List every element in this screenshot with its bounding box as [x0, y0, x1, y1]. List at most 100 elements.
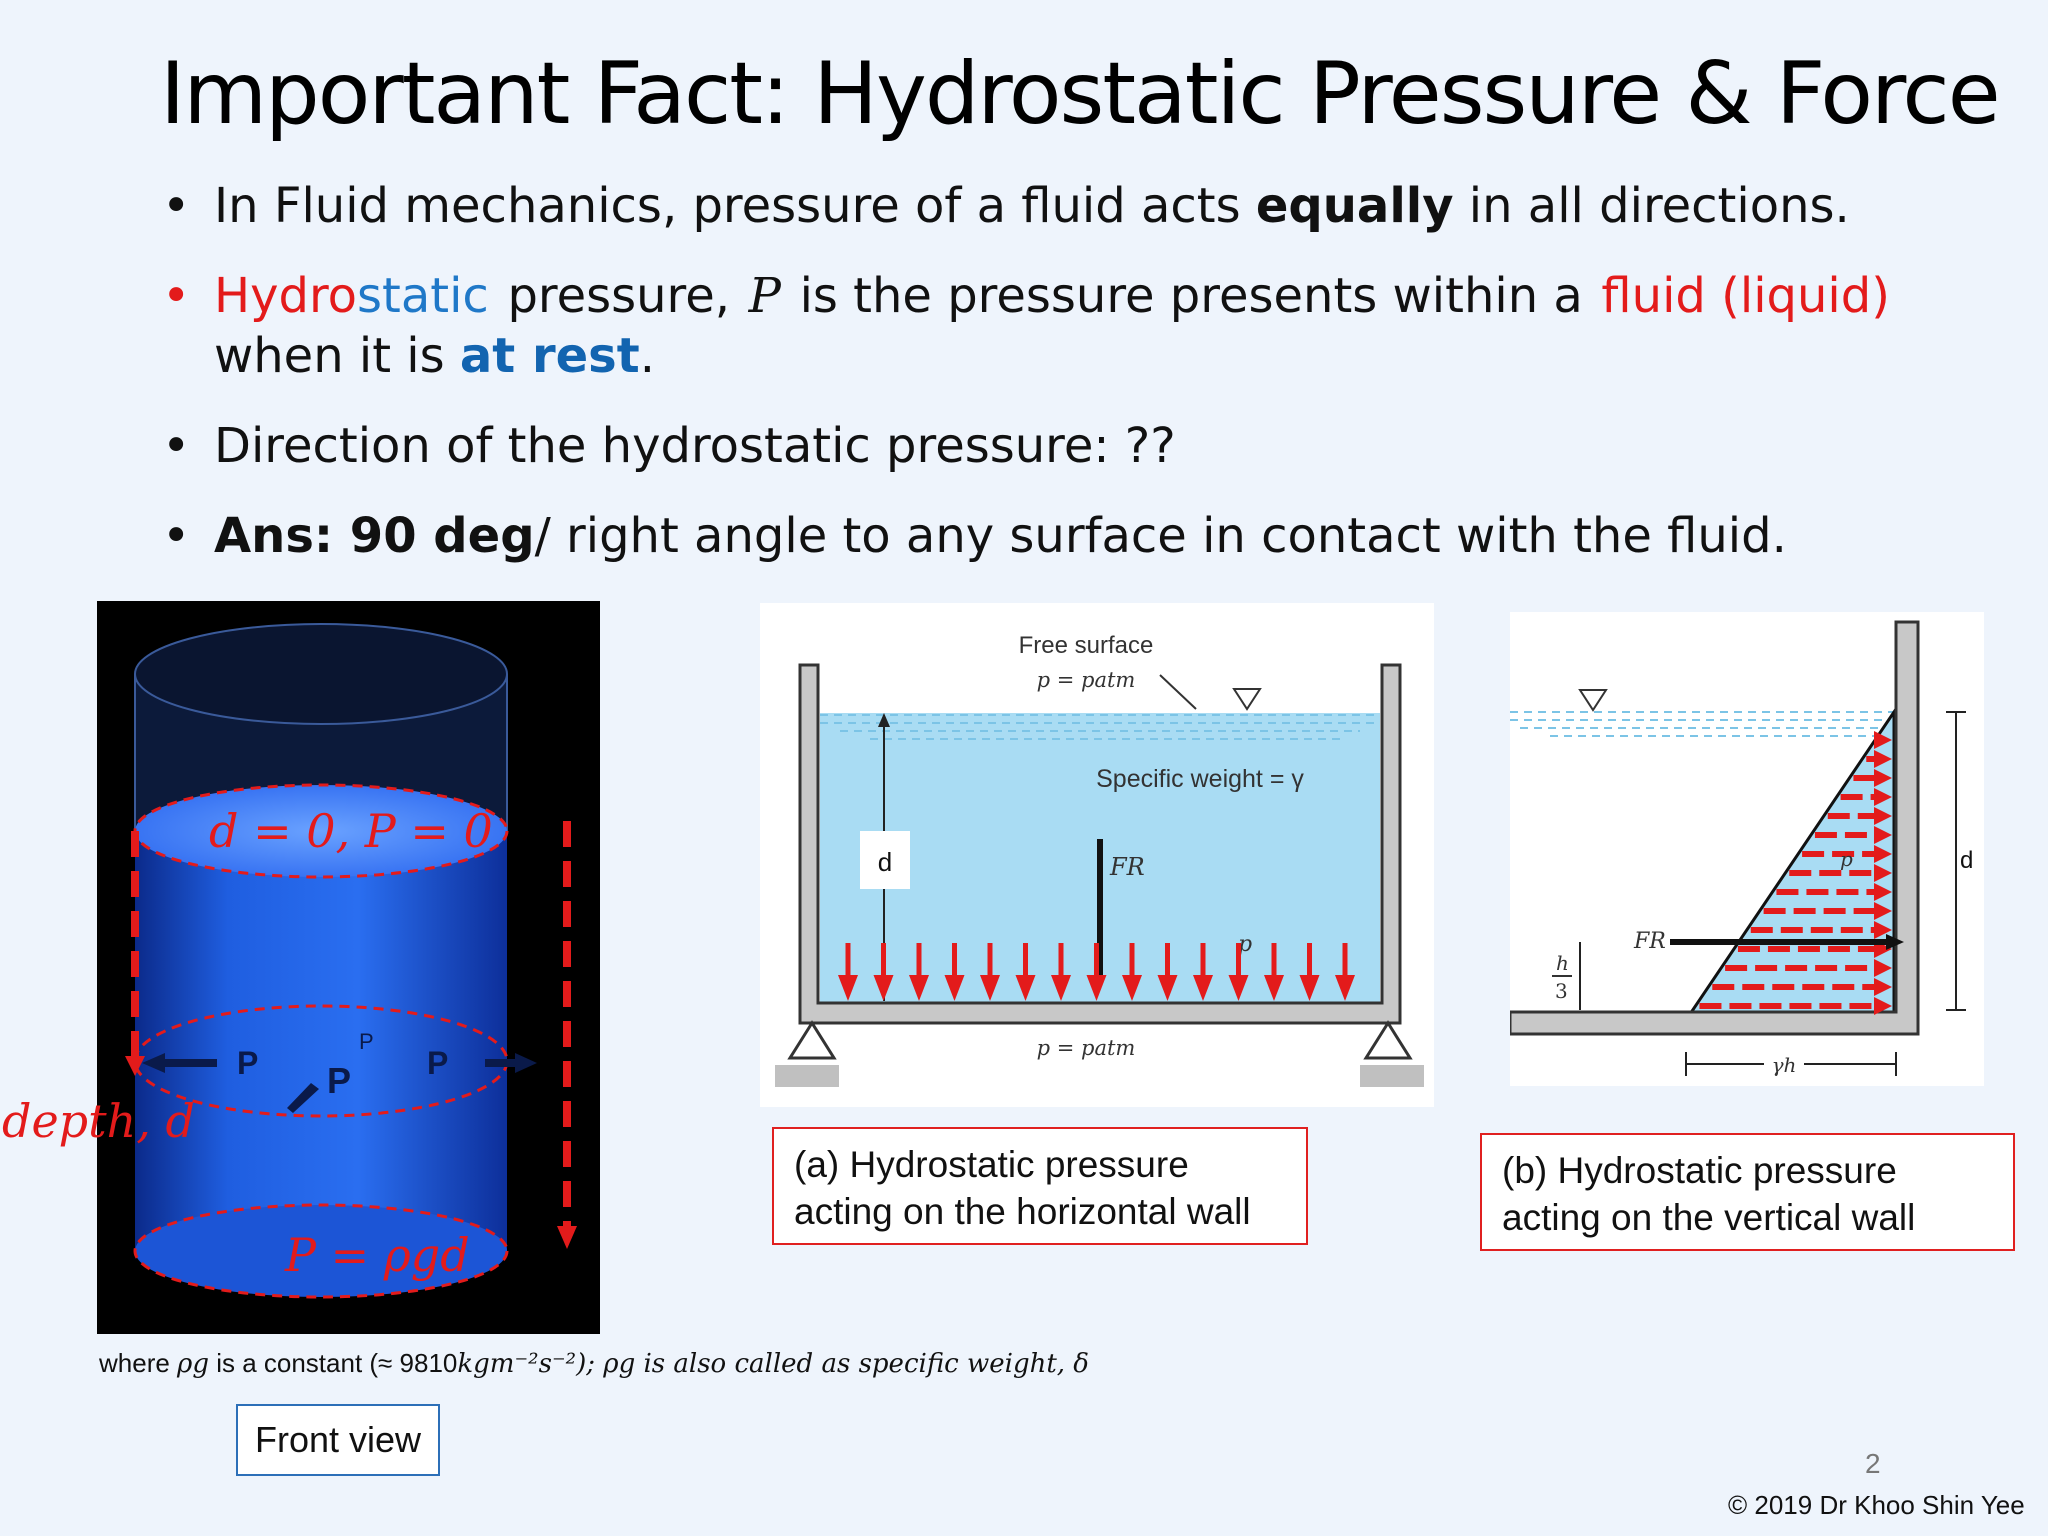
d-label: d — [878, 847, 892, 877]
panel-b-svg: FR p d h 3 γh — [1508, 620, 1973, 1077]
copyright: © 2019 Dr Khoo Shin Yee — [1728, 1490, 2025, 1520]
pressure-arrow — [1193, 943, 1213, 1001]
front-view-label: Front view — [236, 1404, 440, 1476]
bullet-2-symbol-p: P — [748, 268, 781, 324]
pressure-distribution — [1683, 707, 1896, 1022]
liquid-bottom — [135, 1205, 507, 1297]
surface-triangle — [1578, 689, 1608, 712]
pressure-arrow — [1264, 943, 1284, 1001]
pressure-arrows-vertical — [1699, 731, 1892, 1015]
where-note-units: kgm⁻²s⁻² — [457, 1349, 577, 1379]
bullet-3: • Direction of the hydrostatic pressure:… — [160, 416, 1890, 476]
d-label-box — [860, 831, 910, 889]
depth-arrowhead-left — [125, 1056, 145, 1076]
p-label: p — [1840, 847, 1853, 871]
pressure-label-left: P — [237, 1045, 258, 1081]
pressure-arrow — [1814, 826, 1892, 844]
bullet-3-text: Direction of the hydrostatic pressure: ?… — [214, 418, 1176, 474]
bullet-1-text-post: in all directions. — [1453, 178, 1850, 234]
gamma-h-bg — [1764, 1052, 1804, 1076]
free-surface-label: Free surface — [1019, 632, 1154, 659]
bottom-label: P = ρgd — [284, 1228, 470, 1282]
gamma-h-label: γh — [1772, 1053, 1797, 1077]
bullet-marker: • — [162, 418, 191, 474]
tank-walls — [798, 663, 1402, 1025]
bullet-2-fluid: fluid (liquid) — [1601, 268, 1890, 324]
bullet-4-bold: Ans: 90 deg — [214, 508, 535, 564]
fr-label: FR — [1109, 853, 1145, 881]
depth-arrowhead-right — [557, 1226, 577, 1249]
bullet-1-bold: equally — [1255, 178, 1454, 234]
pressure-arrows-horizontal — [838, 943, 1355, 1001]
bullet-2-mid: is the pressure presents within a — [799, 268, 1583, 324]
pressure-arrow — [1228, 943, 1249, 1001]
pressure-arrow-diagonal — [287, 1083, 319, 1113]
pressure-arrow — [1299, 943, 1320, 1001]
depth-dimension-arrow — [878, 713, 890, 727]
liquid-surface — [135, 785, 507, 877]
panel-vertical-wall: FR p d h 3 γh — [1508, 612, 1984, 1086]
p-atm-bottom-label: p = patm — [1037, 1036, 1136, 1060]
free-surface-pointer — [1159, 674, 1197, 710]
pressure-arrow — [1051, 943, 1071, 1001]
d-label: d — [1960, 847, 1973, 874]
slide-title: Important Fact: Hydrostatic Pressure & F… — [160, 44, 2001, 144]
water-surface-lines — [820, 714, 1380, 740]
panel-horizontal-wall: d Free surface p = patm Specific weight … — [760, 603, 1434, 1107]
pressure-arrow — [1750, 921, 1892, 939]
pressure-arrow — [1335, 943, 1355, 1001]
bullet-marker-red: • — [162, 268, 191, 324]
pressure-arrow — [1866, 750, 1892, 768]
cylinder-rim — [134, 623, 508, 725]
panel-a-svg: d Free surface p = patm Specific weight … — [775, 632, 1424, 1087]
pressure-arrow — [1725, 959, 1892, 977]
pressure-arrow — [838, 943, 858, 1001]
support-left — [787, 1020, 837, 1060]
caption-horizontal-wall: (a) Hydrostatic pressure acting on the h… — [772, 1127, 1308, 1245]
pressure-label-center: P — [327, 1060, 351, 1101]
pressure-arrow — [1699, 997, 1892, 1015]
bullet-2-pressure: pressure, — [507, 268, 731, 324]
bullet-2: • Hydrostatic pressure, P is the pressur… — [160, 266, 1890, 386]
pressure-arrow — [1853, 769, 1892, 787]
where-note-post: ); ρg is also called as specific weight,… — [576, 1349, 1089, 1379]
bullet-2-line2-pre: when it is — [214, 328, 460, 384]
where-note-rhog: ρg — [177, 1349, 209, 1379]
bullet-2-period: . — [639, 328, 655, 384]
bullet-1-text-pre: In Fluid mechanics, pressure of a fluid … — [214, 178, 1256, 234]
pressure-label-up: P — [359, 1029, 374, 1054]
p-label: p — [1238, 932, 1252, 957]
pressure-arrow — [1763, 902, 1892, 920]
bullet-1: • In Fluid mechanics, pressure of a flui… — [160, 176, 1890, 236]
pressure-arrow — [1776, 883, 1892, 901]
bullet-2-hydro: Hydro — [214, 268, 358, 324]
pressure-arrow — [1827, 807, 1892, 825]
page-number: 2 — [1865, 1448, 1881, 1479]
caption-b-line1: (b) Hydrostatic pressure — [1502, 1150, 1897, 1191]
h3-numerator: h — [1556, 951, 1569, 975]
support-right-base — [1360, 1065, 1424, 1087]
caption-a-line2: acting on the horizontal wall — [794, 1191, 1251, 1232]
pressure-arrow — [1874, 731, 1892, 749]
specific-weight-label: Specific weight = γ — [1096, 765, 1304, 793]
pressure-arrow — [1015, 943, 1036, 1001]
pressure-arrow — [944, 943, 965, 1001]
h3-denominator: 3 — [1555, 979, 1568, 1003]
pressure-label-right: P — [427, 1045, 448, 1081]
p-atm-top-label: p = patm — [1037, 668, 1136, 692]
where-note-pre: where — [99, 1348, 178, 1378]
support-left-base — [775, 1065, 839, 1087]
pressure-arrow — [1122, 943, 1142, 1001]
caption-vertical-wall: (b) Hydrostatic pressure acting on the v… — [1480, 1133, 2015, 1251]
water-surface-lines — [1510, 711, 1894, 737]
pressure-arrow-left — [142, 1053, 217, 1073]
bullet-marker: • — [162, 178, 191, 234]
fr-label: FR — [1633, 929, 1666, 954]
pressure-arrow — [1802, 845, 1892, 863]
pressure-arrow — [873, 943, 894, 1001]
pressure-arrow — [1789, 864, 1892, 882]
cylinder-svg: P P P P d = 0, P = 0 P = ρgd — [125, 623, 577, 1299]
pressure-arrow — [1086, 943, 1107, 1001]
pressure-arrow — [1840, 788, 1892, 806]
pressure-arrow — [1157, 943, 1178, 1001]
